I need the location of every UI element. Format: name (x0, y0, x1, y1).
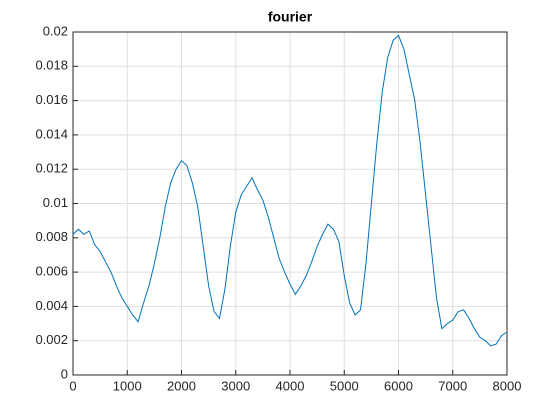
x-tick-label: 5000 (330, 378, 359, 393)
x-tick-label: 7000 (438, 378, 467, 393)
x-tick-label: 2000 (167, 378, 196, 393)
y-tick-label: 0.016 (35, 92, 68, 107)
y-tick-label: 0.004 (35, 298, 68, 313)
x-tick-label: 0 (69, 378, 76, 393)
x-tick-label: 8000 (493, 378, 522, 393)
chart-title: fourier (268, 9, 313, 25)
y-tick-label: 0 (61, 366, 68, 381)
y-tick-label: 0.014 (35, 126, 68, 141)
axes-box (72, 31, 508, 376)
y-tick-label: 0.02 (43, 23, 68, 38)
x-tick-label: 6000 (384, 378, 413, 393)
data-line (72, 34, 508, 347)
x-tick-label: 4000 (276, 378, 305, 393)
y-tick-label: 0.002 (35, 332, 68, 347)
x-tick-label: 3000 (221, 378, 250, 393)
x-tick-label: 1000 (113, 378, 142, 393)
y-tick-label: 0.012 (35, 161, 68, 176)
y-tick-label: 0.01 (43, 195, 68, 210)
y-tick-label: 0.008 (35, 229, 68, 244)
y-tick-label: 0.018 (35, 58, 68, 73)
y-tick-label: 0.006 (35, 264, 68, 279)
